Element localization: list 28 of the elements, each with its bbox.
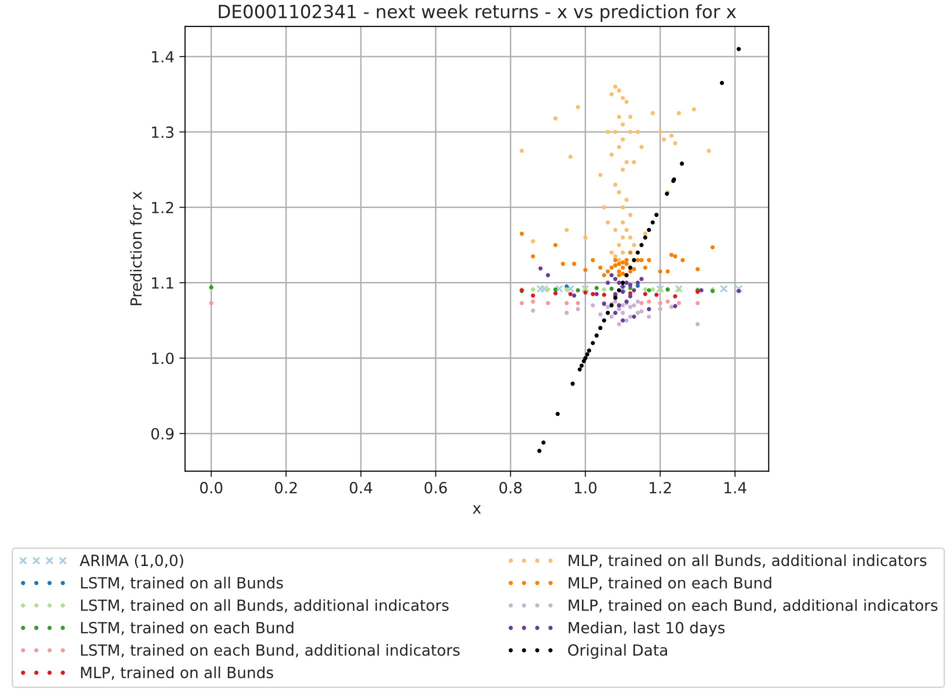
legend-label: Original Data	[568, 644, 668, 659]
legend-label: LSTM, trained on each Bund	[81, 622, 294, 635]
x-tick-label: 0.4	[350, 482, 372, 494]
y-tick-label: 1.1	[152, 277, 174, 289]
x-tick-label: 0.6	[424, 482, 447, 494]
chart-title: DE0001102341 - next week returns - x vs prediction for x	[218, 4, 736, 22]
legend-label: MLP, trained on each Bund, additional indicators	[568, 599, 938, 613]
legend-label: ARIMA (1,0,0)	[80, 554, 184, 568]
x-tick-label: 0.8	[499, 482, 522, 494]
legend-label: MLP, trained on all Bunds, additional indicators	[568, 554, 926, 568]
x-tick-label: 0.2	[274, 482, 297, 494]
y-axis-title: Prediction for x	[130, 191, 142, 306]
x-tick-label: 1.4	[724, 482, 746, 494]
legend-label: LSTM, trained on each Bund, additional indicators	[81, 644, 460, 658]
y-tick-label: 1.2	[152, 202, 174, 214]
legend-label: MLP, trained on all Bunds	[81, 666, 274, 680]
x-tick-label: 1.2	[650, 482, 671, 494]
legend-label: Median, last 10 days	[568, 622, 725, 636]
legend-label: LSTM, trained on all Bunds	[81, 576, 283, 590]
legend-label: MLP, trained on each Bund	[568, 576, 772, 590]
y-tick-label: 0.9	[151, 428, 174, 440]
y-tick-label: 1.0	[152, 352, 174, 364]
x-tick-label: 0.0	[200, 482, 222, 494]
legend-label: LSTM, trained on all Bunds, additional indicators	[81, 599, 449, 613]
x-axis-title: x	[472, 505, 481, 514]
x-tick-label: 1.0	[574, 482, 597, 494]
y-tick-label: 1.3	[152, 126, 174, 138]
y-tick-label: 1.4	[152, 51, 174, 62]
